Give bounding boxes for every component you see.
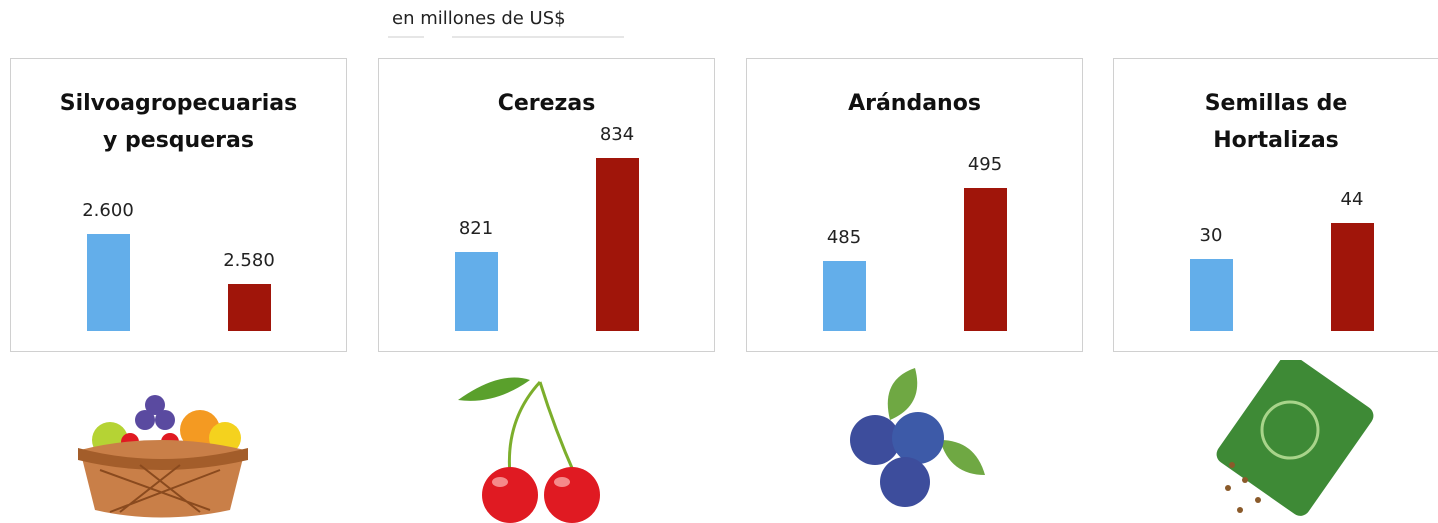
chart-title: Cerezas (427, 85, 667, 122)
value-label: 2.580 (199, 250, 299, 271)
chart-panel: Semillas de Hortalizas 30 44 (1113, 58, 1438, 352)
bar (455, 252, 498, 331)
bar (1331, 223, 1374, 331)
value-label: 495 (935, 154, 1035, 175)
fruit-basket-icon (78, 395, 248, 518)
bar (964, 188, 1007, 331)
blueberry-icon (850, 368, 985, 507)
cherry-icon (458, 378, 600, 523)
value-label: 30 (1161, 225, 1261, 246)
chart-panel: Arándanos 485 495 (746, 58, 1083, 352)
value-label: 44 (1302, 189, 1402, 210)
chart-panel: Cerezas 821 834 (378, 58, 715, 352)
bar (596, 158, 639, 331)
bar (228, 284, 271, 332)
icons (0, 360, 1438, 523)
value-label: 2.600 (58, 200, 158, 221)
seed-packet-icon (1213, 360, 1378, 520)
value-label: 821 (426, 218, 526, 239)
chart-title: Semillas de Hortalizas (1156, 85, 1396, 159)
bar (87, 234, 130, 332)
chart-title: Silvoagropecuarias y pesqueras (59, 85, 299, 159)
value-label: 834 (567, 124, 667, 145)
value-label: 485 (794, 227, 894, 248)
bar (1190, 259, 1233, 331)
chart-panel: Silvoagropecuarias y pesqueras 2.600 2.580 (10, 58, 347, 352)
page: en millones de US$ Silvoagropecuarias y … (0, 0, 1438, 523)
note-underline (0, 0, 1438, 40)
bar (823, 261, 866, 331)
chart-title: Arándanos (795, 85, 1035, 122)
